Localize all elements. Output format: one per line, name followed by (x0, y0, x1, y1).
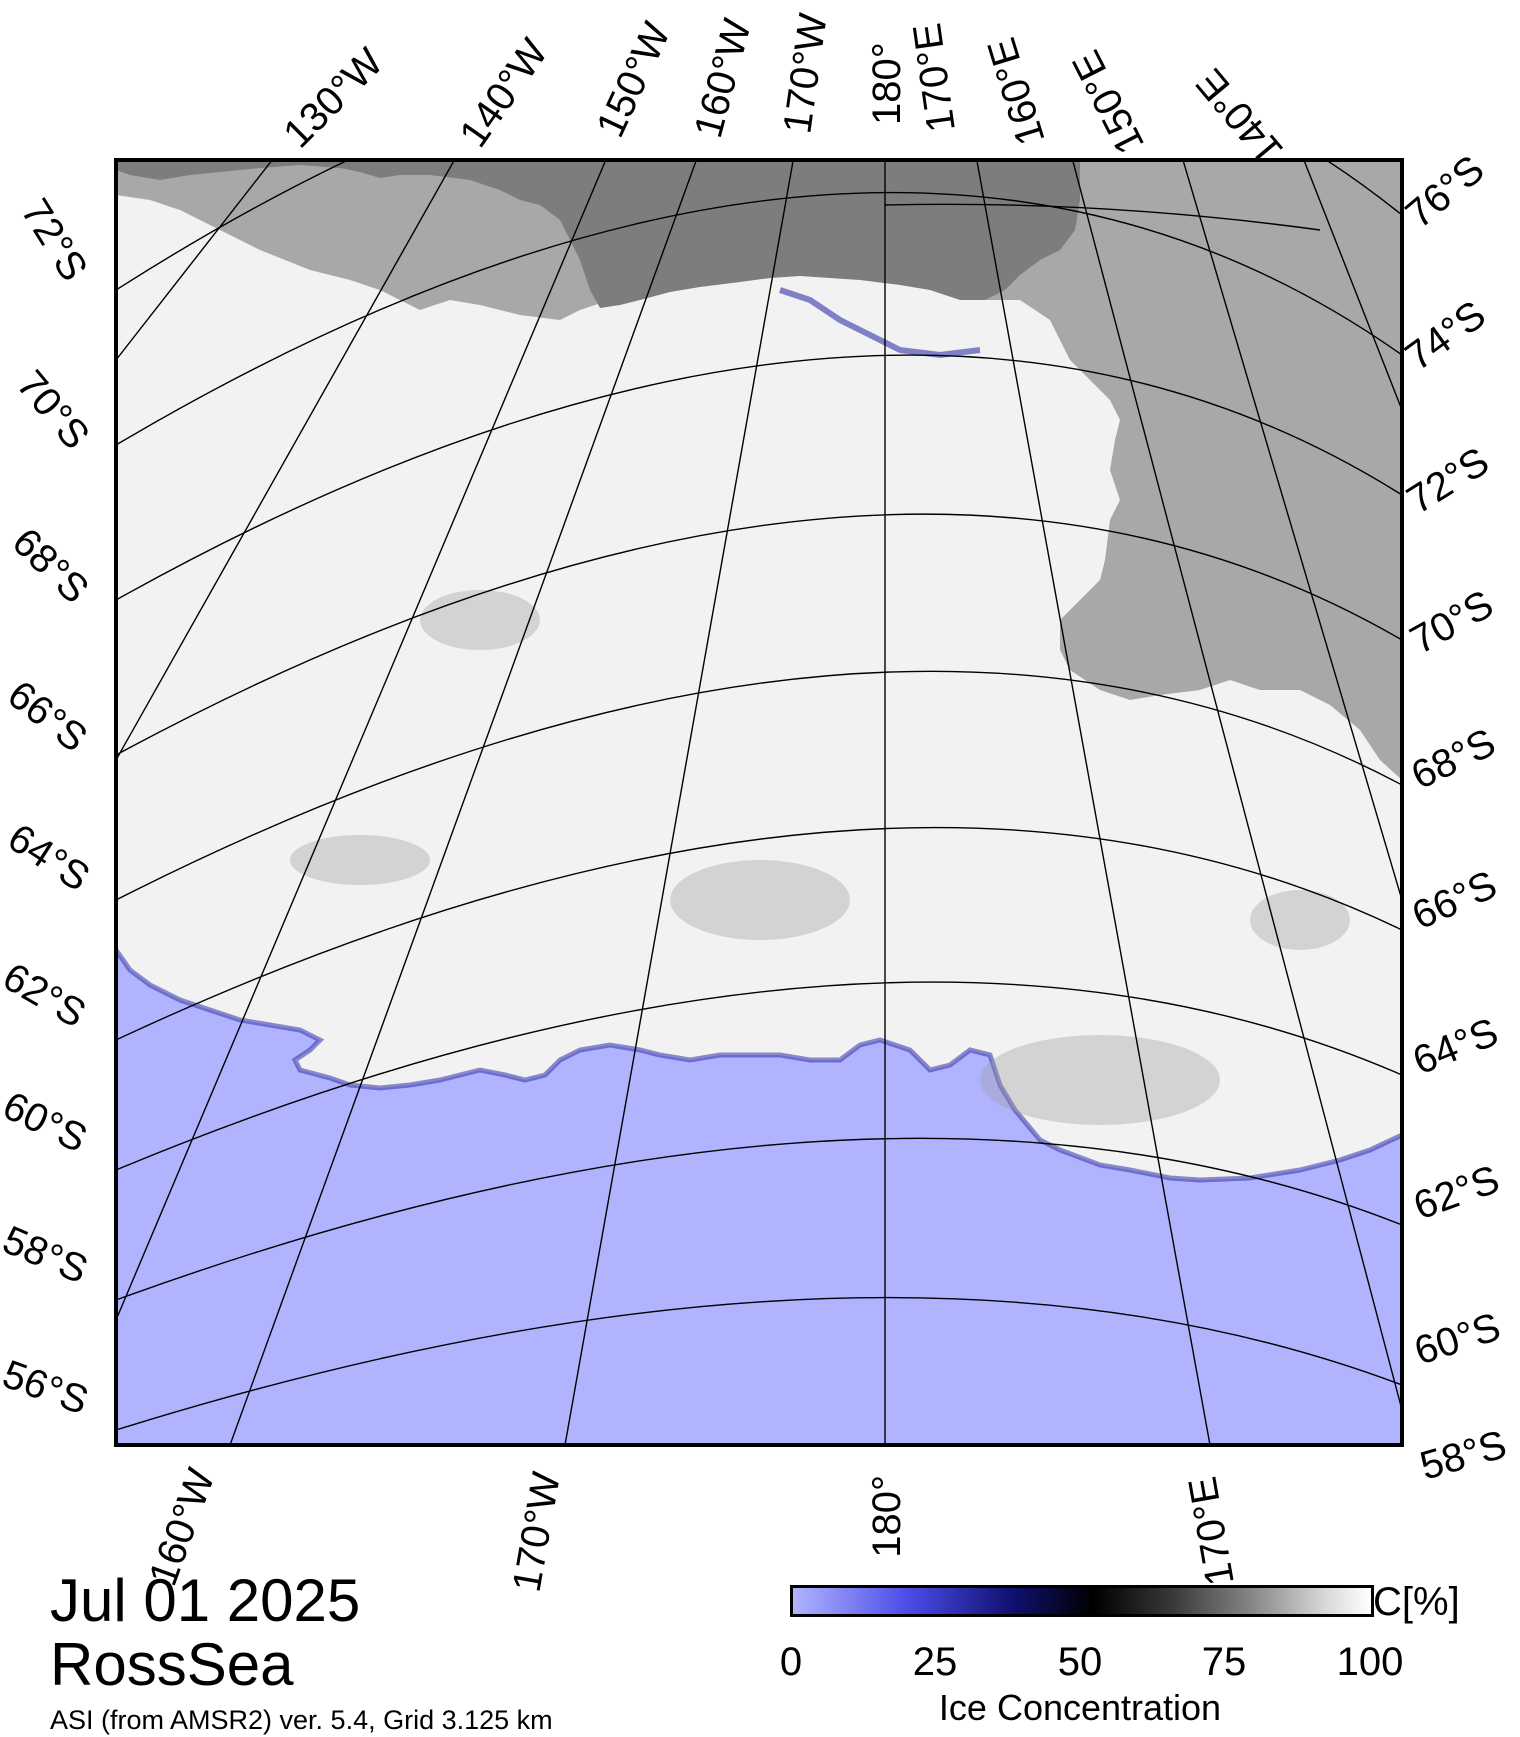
map-frame (114, 158, 1404, 1447)
lon-label-bottom: 170°W (505, 1469, 569, 1596)
lon-label-top: 150°W (588, 16, 679, 144)
top-longitude-labels: 130°W 140°W 150°W 160°W 170°W 180° 170°E… (275, 11, 1292, 173)
right-latitude-labels: 76°S 74°S 72°S 70°S 68°S 66°S 64°S 62°S … (1397, 147, 1511, 1488)
lon-label-top: 160°E (980, 33, 1054, 151)
lat-label-right: 72°S (1399, 439, 1496, 523)
lat-label-right: 62°S (1408, 1157, 1505, 1228)
lat-label-left: 70°S (8, 363, 98, 458)
colorbar (790, 1585, 1374, 1617)
lat-label-left: 62°S (0, 955, 93, 1037)
lat-label-left: 64°S (0, 816, 97, 900)
lat-label-left: 60°S (0, 1084, 94, 1162)
lat-label-left: 66°S (0, 672, 95, 760)
lat-label-right: 58°S (1415, 1422, 1511, 1488)
map-area (116, 160, 1402, 1445)
colorbar-tick: 75 (1201, 1640, 1247, 1684)
colorbar-unit: C[%] (1373, 1580, 1460, 1624)
lon-label-top: 180° (865, 42, 909, 125)
lat-label-right: 74°S (1397, 292, 1493, 379)
lat-label-right: 68°S (1405, 720, 1503, 798)
sea-ice-cover (116, 160, 1402, 1180)
lat-label-right: 66°S (1406, 863, 1504, 939)
lat-label-left: 72°S (12, 191, 96, 288)
lon-label-top: 150°E (1064, 43, 1153, 160)
low-concentration-patches (290, 590, 1350, 1125)
land-light (116, 160, 1402, 780)
colorbar-tick: 50 (1057, 1640, 1103, 1684)
lat-label-right: 60°S (1409, 1305, 1506, 1374)
colorbar-tick: 0 (779, 1640, 803, 1684)
lon-label-top: 170°W (775, 11, 835, 137)
ice-edge (116, 948, 1402, 1183)
longitude-lines (116, 160, 1402, 1445)
lat-label-left: 58°S (0, 1218, 94, 1293)
lon-label-top: 170°E (905, 20, 964, 134)
map-date: Jul 01 2025 (50, 1567, 361, 1634)
left-latitude-labels: 72°S 70°S 68°S 66°S 64°S 62°S 60°S 58°S … (0, 191, 98, 1423)
colorbar-tick: 25 (912, 1640, 958, 1684)
lat-label-left: 68°S (4, 520, 97, 612)
lat-label-right: 70°S (1403, 582, 1501, 663)
lat-label-left: 56°S (0, 1352, 94, 1423)
latitude-lines (116, 160, 1402, 1431)
lon-label-top: 130°W (275, 40, 391, 156)
lat-label-right: 64°S (1407, 1010, 1504, 1083)
lon-label-bottom: 180° (865, 1475, 909, 1558)
data-source: ASI (from AMSR2) ver. 5.4, Grid 3.125 km (50, 1705, 553, 1735)
colorbar-tick: 100 (1336, 1640, 1404, 1684)
lon-label-top: 140°E (1188, 60, 1292, 172)
colorbar-title: Ice Concentration (938, 1687, 1222, 1728)
lon-label-top: 160°W (686, 14, 760, 142)
map-region: RossSea (50, 1631, 294, 1698)
lon-label-bottom: 170°E (1181, 1473, 1243, 1588)
lat-label-right: 76°S (1398, 147, 1493, 237)
lon-label-top: 140°W (451, 31, 556, 155)
